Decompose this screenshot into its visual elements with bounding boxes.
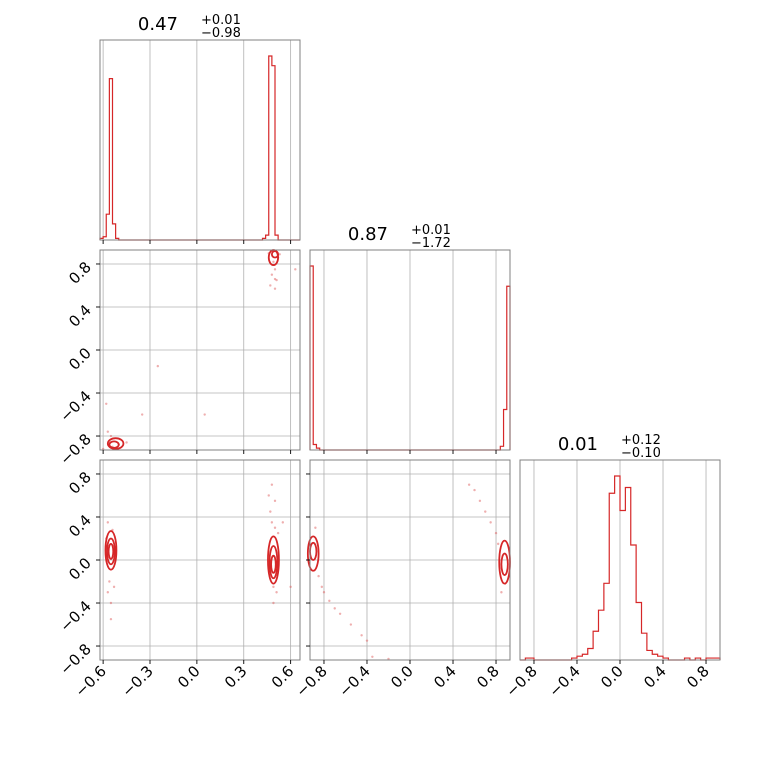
scatter-point — [106, 521, 110, 524]
y-tick-label: 0.0 — [65, 554, 95, 584]
scatter-point — [281, 521, 285, 524]
title-param-2-plus: +0.12 — [621, 433, 661, 448]
scatter-point — [273, 277, 277, 281]
title-param-0-minus: −0.98 — [201, 26, 241, 41]
scatter-point — [314, 526, 317, 529]
x-tick-label: 0.8 — [473, 662, 503, 692]
title-param-1-minus: −1.72 — [411, 236, 451, 251]
scatter-point — [278, 253, 281, 256]
scatter-point — [494, 531, 498, 535]
contour-level — [270, 554, 277, 574]
scatter-point — [289, 585, 292, 589]
title-param-1-plus: +0.01 — [411, 223, 451, 238]
scatter-point — [272, 601, 275, 605]
x-tick-label: 0.3 — [221, 662, 251, 692]
contour-level — [500, 552, 509, 576]
scatter-point — [106, 591, 110, 594]
scatter-point — [360, 634, 363, 637]
x-tick-label: −0.8 — [292, 662, 330, 700]
x-tick-label: −0.3 — [118, 662, 156, 700]
scatter-point — [496, 542, 500, 546]
contour-level — [268, 545, 279, 580]
scatter-point — [328, 599, 331, 603]
scatter-point — [273, 499, 277, 503]
scatter-point — [473, 488, 476, 492]
scatter-point — [109, 617, 113, 621]
x-tick-label: 0.8 — [683, 662, 713, 692]
scatter-point — [270, 483, 274, 486]
contour-level — [107, 542, 115, 560]
scatter-point — [273, 268, 277, 271]
y-tick-label: 0.8 — [65, 468, 95, 498]
title-param-0: 0.47 — [138, 14, 178, 35]
y-tick-label: −0.8 — [56, 430, 94, 468]
histogram-step-2 — [520, 475, 721, 661]
scatter-point — [365, 639, 369, 642]
scatter-point — [272, 260, 275, 264]
scatter-point — [106, 430, 110, 433]
y-tick-label: 0.0 — [65, 344, 95, 374]
scatter-point — [267, 494, 270, 497]
scatter-point — [125, 441, 128, 444]
x-tick-label: 0.4 — [640, 662, 670, 692]
x-tick-label: 0.0 — [387, 662, 417, 692]
x-tick-label: −0.8 — [502, 662, 540, 700]
y-tick-label: 0.4 — [65, 301, 95, 331]
scatter-point — [294, 268, 297, 271]
scatter-point — [338, 612, 342, 615]
x-tick-label: −0.4 — [335, 662, 373, 700]
contour-level — [104, 530, 118, 571]
panel-layer: −0.8 −0.4 0.0 0.4 0.8−0.8−0.40.00.40.8−0.6 −0… — [56, 39, 721, 701]
scatter-point — [322, 591, 326, 594]
scatter-point — [270, 521, 274, 524]
contour-level — [108, 440, 120, 449]
histogram-frame-0 — [99, 39, 301, 241]
scatter-point — [467, 483, 471, 486]
x-tick-label: 0.4 — [430, 662, 460, 692]
scatter-point — [275, 591, 278, 594]
scatter-point — [108, 580, 111, 583]
scatter-point — [500, 591, 503, 594]
y-tick-label: −0.4 — [56, 597, 94, 635]
scatter-point — [489, 521, 492, 524]
scatter-point — [109, 601, 113, 605]
title-param-2-minus: −0.10 — [621, 446, 661, 461]
scatter-point — [484, 510, 487, 513]
scatter-point — [478, 499, 482, 503]
scatter-point — [140, 413, 144, 416]
contour-level — [267, 535, 280, 585]
y-tick-label: −0.4 — [56, 387, 94, 425]
title-param-0-plus: +0.01 — [201, 13, 241, 28]
scatter-point — [112, 585, 116, 589]
contour-level — [306, 535, 320, 572]
scatter-point — [203, 413, 206, 416]
scatter-point — [272, 585, 275, 589]
scatter-point — [156, 364, 160, 368]
scatter-point — [269, 284, 272, 287]
title-param-1: 0.87 — [348, 224, 388, 245]
scatter-point — [270, 273, 274, 276]
contour-level — [309, 541, 318, 561]
x-tick-label: 0.0 — [174, 662, 204, 692]
scatter-point — [273, 287, 277, 290]
contour-level — [106, 437, 125, 450]
histogram-step-0 — [99, 55, 300, 241]
scatter-point — [349, 623, 353, 626]
scatter-point — [317, 574, 320, 578]
title-param-2: 0.01 — [558, 434, 598, 455]
y-tick-label: 0.8 — [65, 258, 95, 288]
contour-level — [106, 537, 116, 566]
scatter-point — [371, 655, 374, 658]
scatter-point — [333, 607, 336, 610]
x-tick-label: 0.0 — [597, 662, 627, 692]
scatter-point — [269, 510, 272, 513]
scatter-point — [276, 531, 280, 535]
y-tick-label: 0.4 — [65, 511, 95, 541]
scatter-point — [109, 434, 113, 438]
scatter-point — [273, 526, 277, 529]
x-tick-label: −0.4 — [545, 662, 583, 700]
scatter-point — [105, 402, 108, 405]
scatter-point — [320, 585, 324, 589]
